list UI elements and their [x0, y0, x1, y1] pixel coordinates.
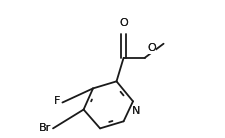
Text: O: O — [119, 18, 127, 28]
Text: F: F — [54, 96, 60, 106]
Text: O: O — [146, 43, 155, 53]
Text: N: N — [132, 106, 140, 116]
Text: O: O — [119, 18, 127, 28]
Text: Br: Br — [38, 123, 50, 133]
Text: Br: Br — [38, 123, 50, 133]
Text: F: F — [54, 96, 60, 106]
Text: O: O — [146, 43, 155, 53]
Text: N: N — [132, 106, 140, 116]
